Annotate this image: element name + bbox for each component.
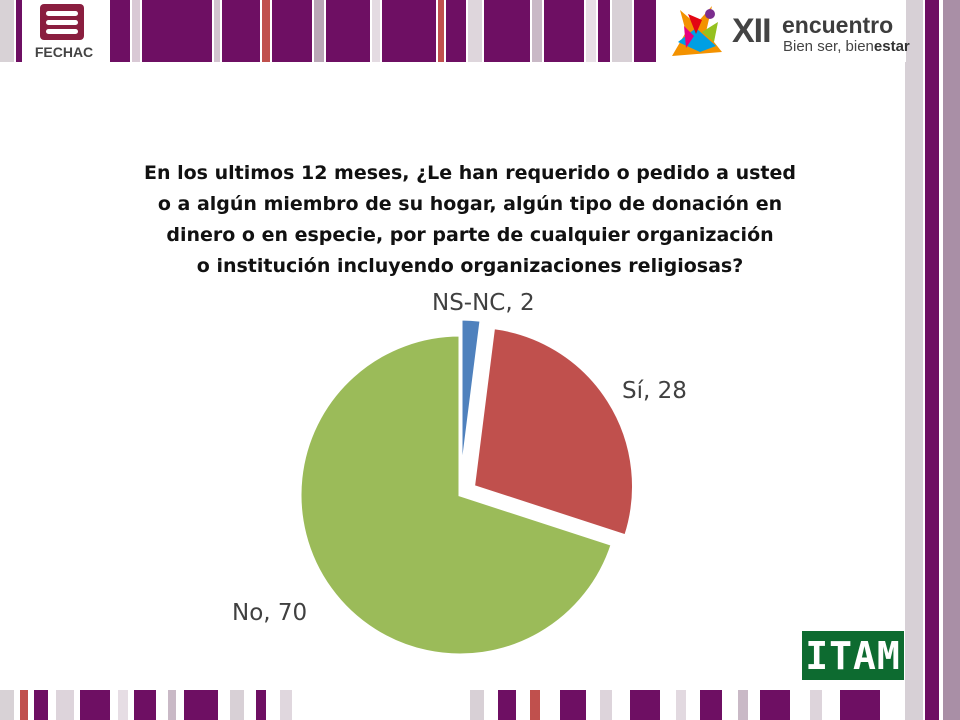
chart-title: En los ultimos 12 meses, ¿Le han requeri… [110,158,830,282]
decorative-stripe [262,0,270,62]
encuentro-tagline: Bien ser, bienestar [783,38,910,55]
pie-slice-no [298,333,615,657]
decorative-stripe [80,690,110,720]
decorative-stripe [498,690,516,720]
decorative-stripe [470,690,484,720]
encuentro-figure-icon [668,4,724,58]
bottom-stripe-band [0,690,960,720]
decorative-stripe [214,0,220,62]
encuentro-word: encuentro [782,12,894,38]
decorative-stripe [634,0,656,62]
itam-logo-text: ITAM [805,633,901,678]
pie-slice-label: No, 70 [232,600,307,626]
decorative-stripe [230,690,244,720]
decorative-stripe [630,690,660,720]
decorative-stripe [20,690,28,720]
decorative-stripe [382,0,436,62]
decorative-stripe [840,690,880,720]
pie-slice-label: Sí, 28 [622,378,687,404]
right-border-stripe-mauve [943,0,960,720]
decorative-stripe [110,0,130,62]
decorative-stripe [0,690,14,720]
decorative-stripe [132,0,140,62]
decorative-stripe [446,0,466,62]
pie-slice-s- [471,326,635,538]
decorative-stripe [184,690,218,720]
chart-title-line: o a algún miembro de su hogar, algún tip… [157,193,783,215]
decorative-stripe [438,0,444,62]
decorative-stripe [16,0,22,62]
decorative-stripe [700,690,722,720]
decorative-stripe [256,690,266,720]
decorative-stripe [222,0,260,62]
chart-title-line: o institución incluyendo organizaciones … [196,255,744,277]
decorative-stripe [560,690,586,720]
fechac-emblem-icon [40,4,84,40]
pie-slice-ns-nc [459,317,483,480]
decorative-stripe [676,690,686,720]
chart-title-line: dinero o en especie, por parte de cualqu… [166,224,774,246]
decorative-stripe [468,0,482,62]
decorative-stripe [760,690,790,720]
decorative-stripe [738,690,748,720]
decorative-stripe [134,690,156,720]
decorative-stripe [272,0,312,62]
decorative-stripe [326,0,370,62]
encuentro-logo: XII encuentro Bien ser, bienestar [666,0,910,62]
pie-slice-label: NS-NC, 2 [432,290,535,316]
decorative-stripe [118,690,128,720]
decorative-stripe [280,690,292,720]
decorative-stripe [530,690,540,720]
right-border-stripe-purple [925,0,939,720]
encuentro-number: XII [732,12,772,50]
decorative-stripe [168,690,176,720]
right-border-stripe-light [905,0,923,720]
itam-logo: ITAM [802,631,904,680]
fechac-logo: FECHAC [28,4,100,66]
decorative-stripe [142,0,212,62]
decorative-stripe [810,690,822,720]
decorative-stripe [56,690,74,720]
decorative-stripe [314,0,324,62]
decorative-stripe [34,690,48,720]
decorative-stripe [598,0,610,62]
decorative-stripe [532,0,542,62]
decorative-stripe [0,0,14,62]
decorative-stripe [586,0,596,62]
decorative-stripe [544,0,584,62]
top-stripe-band [0,0,960,62]
decorative-stripe [372,0,380,62]
decorative-stripe [612,0,632,62]
decorative-stripe [484,0,530,62]
decorative-stripe [600,690,612,720]
chart-title-line: En los ultimos 12 meses, ¿Le han requeri… [143,162,796,184]
fechac-logo-text: FECHAC [34,44,94,60]
